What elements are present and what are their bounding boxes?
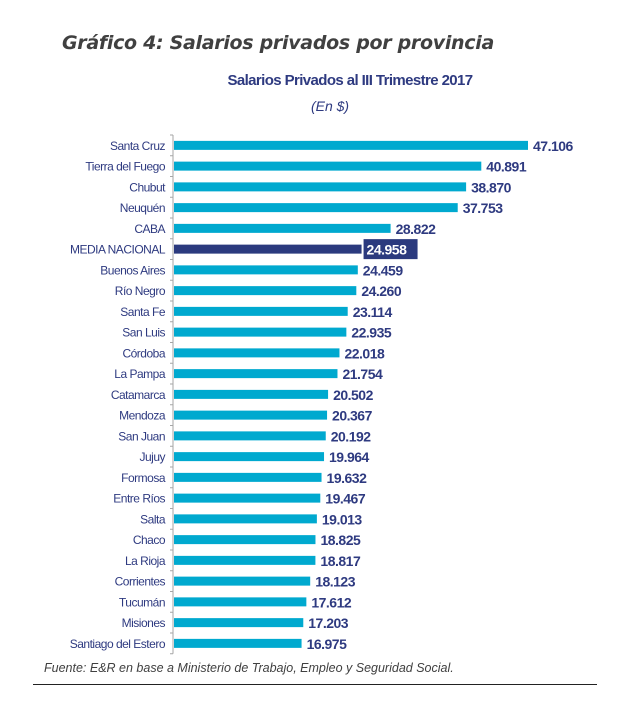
value-label: 17.612	[311, 594, 352, 610]
value-label: 20.192	[331, 428, 372, 444]
category-label: Corrientes	[115, 575, 166, 589]
category-label: Santiago del Estero	[70, 637, 166, 651]
category-label: Mendoza	[119, 409, 166, 423]
bar	[174, 348, 340, 358]
highlight-label-box	[363, 239, 418, 260]
category-label: Jujuy	[139, 450, 165, 464]
category-label: Córdoba	[122, 346, 165, 360]
value-label: 23.114	[353, 304, 393, 320]
value-label: 18.123	[315, 574, 356, 590]
source-note: Fuente: E&R en base a Ministerio de Trab…	[44, 661, 454, 675]
value-label: 28.822	[396, 221, 437, 237]
bar	[174, 431, 326, 441]
category-label: Neuquén	[120, 201, 165, 215]
bar	[174, 286, 357, 296]
value-label: 18.825	[320, 532, 361, 548]
category-label: La Rioja	[125, 554, 166, 568]
bar	[174, 576, 311, 586]
category-label: Catamarca	[111, 388, 166, 402]
value-label: 17.203	[308, 615, 349, 631]
value-label: 20.502	[333, 387, 374, 403]
bar	[174, 244, 362, 254]
value-label: 47.106	[533, 138, 574, 154]
category-label: Tierra del Fuego	[85, 160, 165, 174]
value-label: 40.891	[486, 159, 527, 175]
bar	[174, 410, 328, 420]
bar	[174, 203, 458, 213]
category-label: Buenos Aires	[100, 263, 165, 277]
bar	[174, 493, 321, 503]
category-label: Entre Ríos	[113, 492, 165, 506]
value-label: 22.935	[351, 325, 392, 341]
value-label: 21.754	[342, 366, 383, 382]
category-label: Chaco	[133, 533, 166, 547]
category-label: Tucumán	[119, 595, 165, 609]
category-label: San Luis	[122, 326, 165, 340]
bar	[174, 514, 317, 524]
category-label: Misiones	[122, 616, 166, 630]
bar	[174, 535, 316, 545]
bar	[174, 140, 528, 150]
category-label: San Juan	[118, 429, 165, 443]
bar	[174, 327, 347, 337]
value-label: 22.018	[344, 345, 385, 361]
chart-subtitle: (En $)	[310, 98, 350, 114]
value-label: 24.958	[367, 242, 408, 258]
category-label: Río Negro	[115, 284, 166, 298]
footer-divider	[33, 684, 597, 685]
value-label: 38.870	[471, 179, 512, 195]
value-label: 37.753	[463, 200, 504, 216]
value-label: 19.964	[329, 449, 370, 465]
bar	[174, 369, 338, 379]
bar	[174, 618, 304, 628]
category-label: Salta	[140, 512, 166, 526]
category-label: CABA	[134, 222, 165, 236]
category-label: Formosa	[121, 471, 166, 485]
bar	[174, 597, 307, 607]
value-label: 19.013	[322, 511, 363, 527]
value-label: 19.467	[325, 491, 366, 507]
category-label: Santa Cruz	[110, 139, 166, 153]
bar	[174, 306, 348, 316]
bar	[174, 223, 391, 233]
bar	[174, 182, 467, 192]
bar	[174, 555, 316, 565]
bar	[174, 452, 325, 462]
category-label: Chubut	[129, 180, 166, 194]
value-label: 16.975	[307, 636, 348, 652]
bar	[174, 265, 358, 275]
bar	[174, 389, 329, 399]
value-label: 19.632	[327, 470, 368, 486]
value-label: 18.817	[320, 553, 361, 569]
category-label: MEDIA NACIONAL	[70, 243, 166, 257]
value-label: 24.260	[361, 283, 402, 299]
category-label: Santa Fe	[120, 305, 166, 319]
bar	[174, 638, 302, 648]
figure-title: Gráfico 4: Salarios privados por provinc…	[62, 32, 494, 54]
category-label: La Pampa	[114, 367, 166, 381]
bar	[174, 161, 482, 171]
value-label: 24.459	[363, 262, 404, 278]
value-label: 20.367	[332, 408, 373, 424]
bar-chart: Santa Cruz 47.106 Tierra del Fuego 40.891 Ch…	[70, 134, 574, 655]
bar	[174, 472, 322, 482]
chart-title: Salarios Privados al III Trimestre 2017	[227, 72, 473, 89]
